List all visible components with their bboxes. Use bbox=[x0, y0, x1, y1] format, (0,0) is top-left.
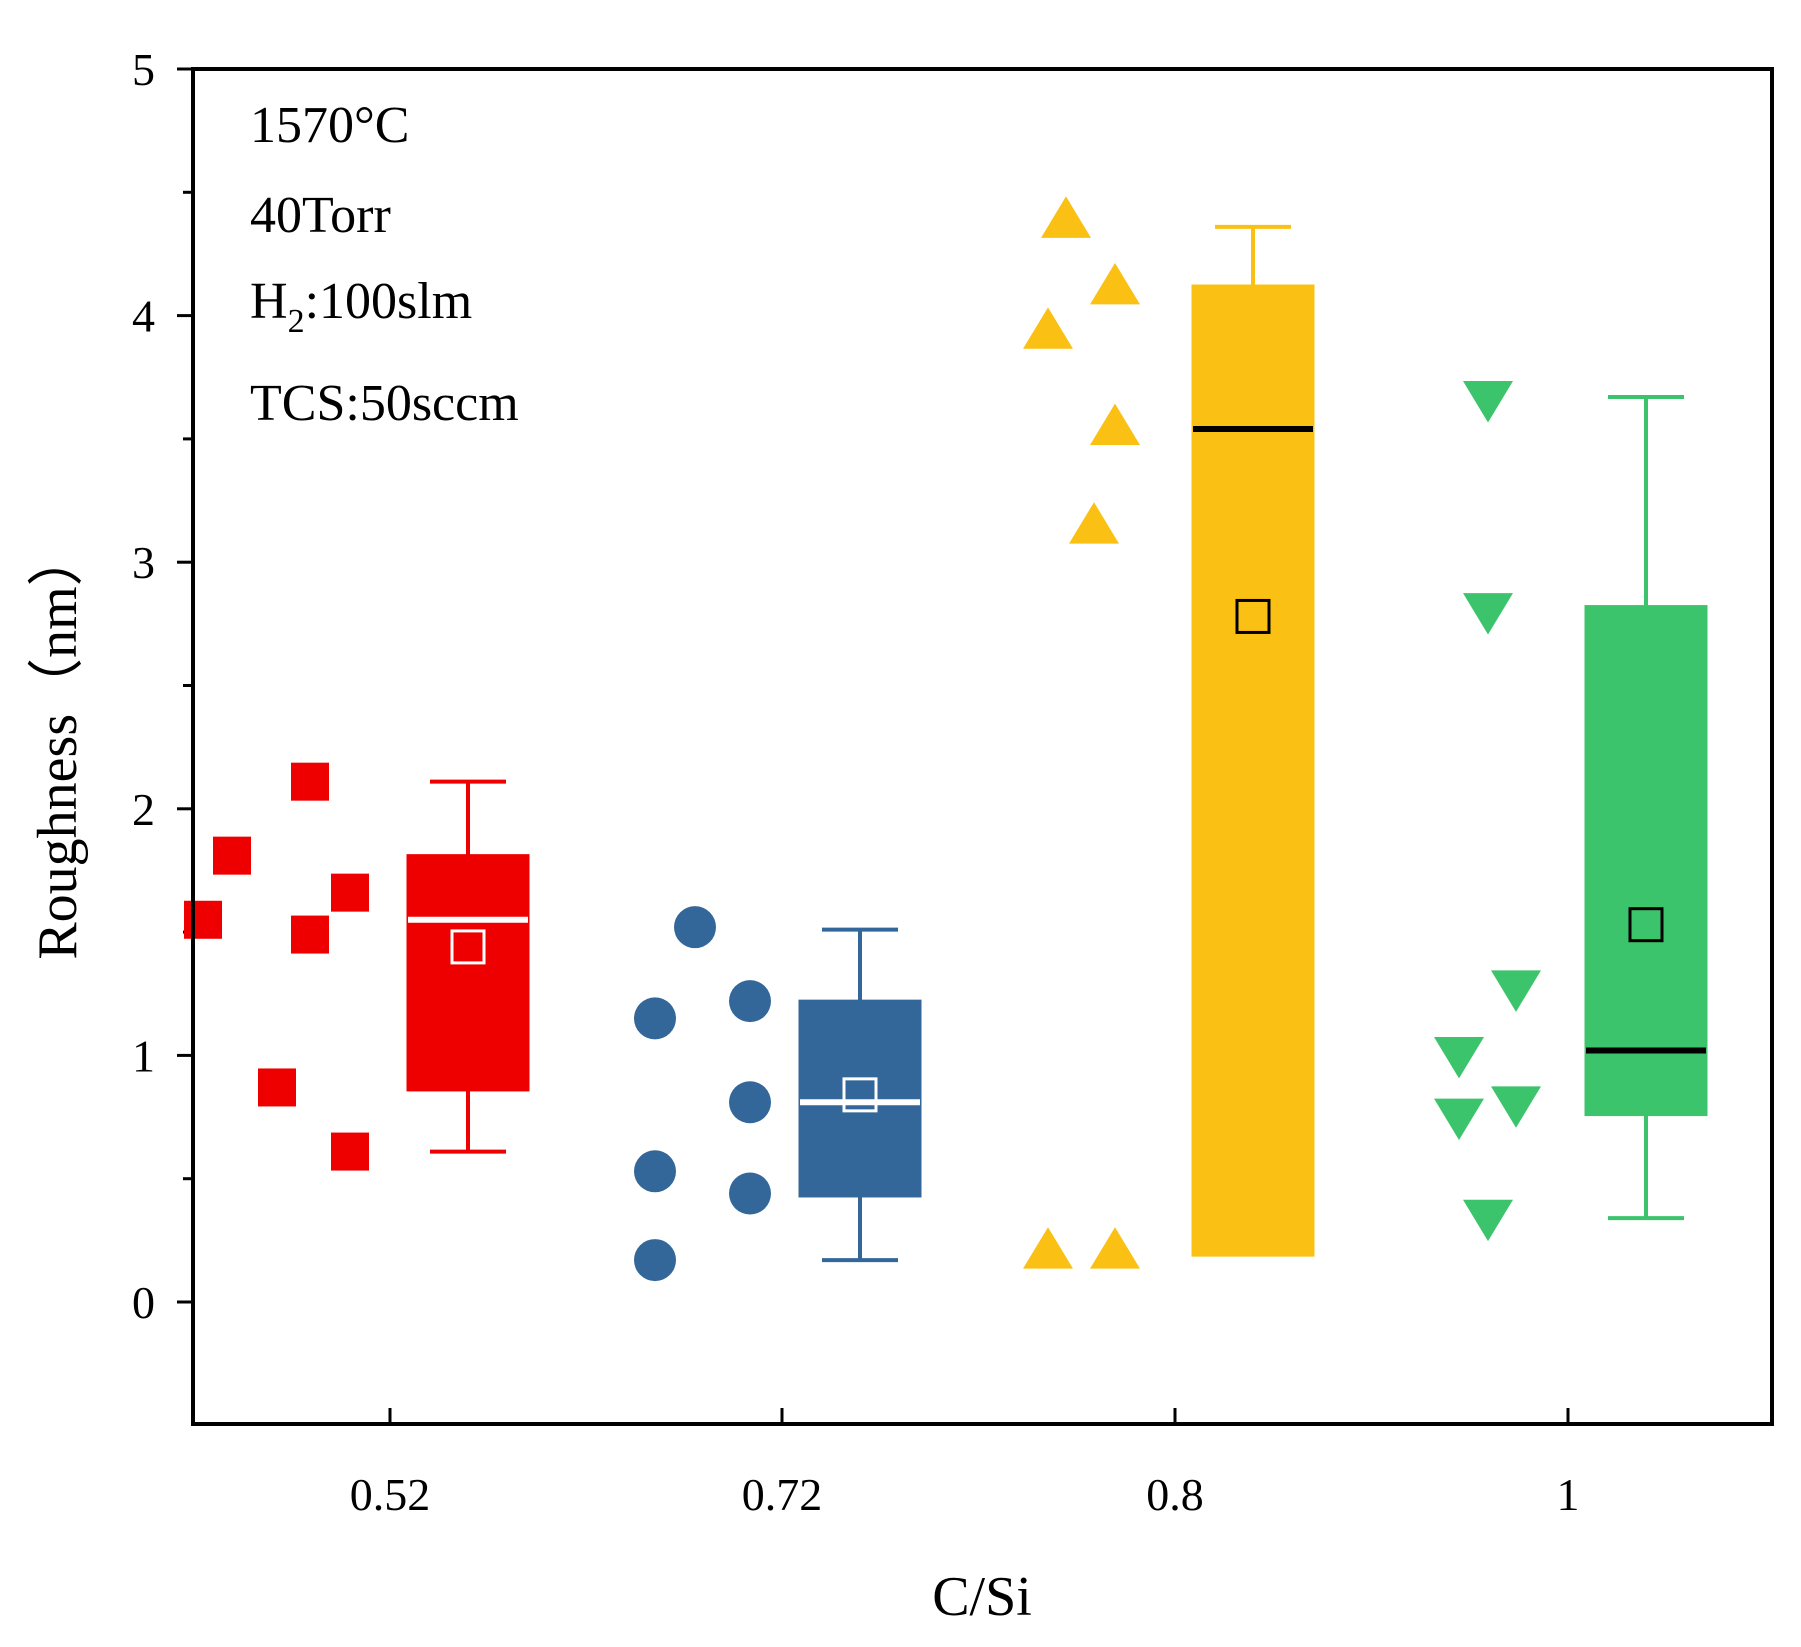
mean-marker bbox=[1628, 907, 1664, 943]
data-point-triangle-up bbox=[1069, 502, 1119, 544]
data-point-triangle-down bbox=[1434, 1037, 1484, 1079]
groups bbox=[184, 196, 1708, 1282]
annotation-h2-value: :100slm bbox=[305, 273, 473, 330]
y-tick-labels: 0 1 2 3 4 5 bbox=[132, 44, 155, 1328]
data-point-triangle-up bbox=[1041, 196, 1091, 238]
data-point-circle bbox=[634, 1239, 676, 1282]
data-point-circle bbox=[634, 1150, 676, 1193]
mean-marker bbox=[842, 1077, 878, 1113]
data-point-triangle-up bbox=[1090, 403, 1140, 445]
group-0-8 bbox=[1023, 196, 1315, 1269]
conditions-annotation: 1570°C 40Torr H2:100slm TCS:50sccm bbox=[250, 97, 519, 432]
y-tick-label: 3 bbox=[132, 537, 155, 588]
data-point-square bbox=[331, 1132, 369, 1171]
y-tick-label: 2 bbox=[132, 784, 155, 835]
box-iqr bbox=[798, 999, 922, 1198]
annotation-pressure: 40Torr bbox=[250, 187, 391, 244]
y-axis-title: Roughness（nm） bbox=[27, 530, 89, 959]
x-tick-labels: 0.52 0.72 0.8 1 bbox=[350, 1469, 1580, 1520]
data-point-circle bbox=[634, 997, 676, 1040]
annotation-tcs-flow: TCS:50sccm bbox=[250, 375, 519, 432]
mean-marker bbox=[450, 929, 486, 965]
x-axis-title: C/Si bbox=[932, 1566, 1032, 1628]
data-point-circle bbox=[729, 1081, 771, 1124]
x-tick-label: 1 bbox=[1557, 1469, 1580, 1520]
data-point-triangle-down bbox=[1434, 1098, 1484, 1141]
plot-frame bbox=[191, 67, 1774, 1426]
box-iqr bbox=[406, 854, 530, 1092]
data-point-triangle-down bbox=[1491, 970, 1541, 1012]
x-ticks bbox=[388, 1408, 1570, 1424]
data-point-square bbox=[291, 762, 329, 801]
data-point-triangle-down bbox=[1491, 1086, 1541, 1128]
data-point-triangle-down bbox=[1463, 381, 1513, 423]
annotation-temperature: 1570°C bbox=[250, 97, 409, 154]
mean-marker bbox=[1235, 598, 1271, 634]
data-point-square bbox=[258, 1068, 296, 1107]
data-point-square bbox=[331, 873, 369, 912]
data-point-square bbox=[184, 900, 222, 939]
group-0-72 bbox=[634, 906, 922, 1282]
y-tick-label: 0 bbox=[132, 1277, 155, 1328]
group-0-52 bbox=[184, 762, 530, 1171]
box-iqr bbox=[1191, 284, 1315, 1257]
y-tick-label: 4 bbox=[132, 291, 155, 342]
data-point-triangle-down bbox=[1463, 1199, 1513, 1242]
data-point-square bbox=[291, 915, 329, 954]
data-point-triangle-up bbox=[1023, 1227, 1073, 1269]
box-iqr bbox=[1584, 605, 1708, 1117]
data-point-triangle-up bbox=[1023, 307, 1073, 349]
data-point-circle bbox=[729, 1172, 771, 1215]
y-ticks bbox=[177, 67, 193, 1304]
data-point-triangle-up bbox=[1090, 263, 1140, 305]
y-tick-label: 1 bbox=[132, 1030, 155, 1081]
annotation-h2-subscript: 2 bbox=[288, 303, 305, 340]
x-tick-label: 0.8 bbox=[1146, 1469, 1204, 1520]
data-point-circle bbox=[729, 980, 771, 1023]
annotation-h2-flow: H2:100slm bbox=[250, 273, 472, 340]
y-tick-label: 5 bbox=[132, 44, 155, 95]
group-1 bbox=[1434, 381, 1708, 1242]
data-point-square bbox=[213, 836, 251, 875]
x-tick-label: 0.72 bbox=[742, 1469, 823, 1520]
data-point-triangle-down bbox=[1463, 593, 1513, 635]
data-point-triangle-up bbox=[1090, 1227, 1140, 1269]
data-point-circle bbox=[674, 906, 716, 949]
x-tick-label: 0.52 bbox=[350, 1469, 431, 1520]
annotation-h2-symbol: H bbox=[250, 273, 288, 330]
